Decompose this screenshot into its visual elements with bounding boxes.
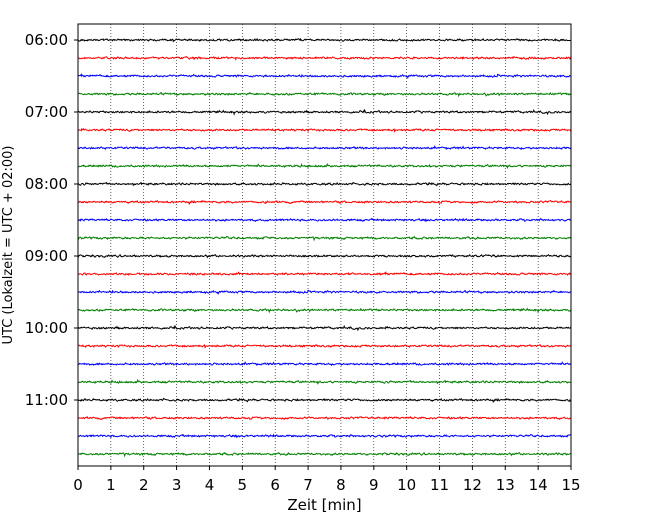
y-tick-label: 10:00 [25,319,68,337]
x-tick-label: 1 [106,476,116,494]
x-tick-label: 5 [238,476,248,494]
x-tick-label: 4 [205,476,215,494]
trace-line [77,397,572,403]
y-tick-label: 09:00 [25,247,68,265]
x-tick-label: 14 [529,476,548,494]
x-axis-ticks: 0 1 2 3 4 5 6 7 8 9 10 11 12 13 14 15 [73,466,581,494]
x-tick-label: 8 [336,476,346,494]
trace-line [77,324,572,332]
trace-line [77,145,572,151]
x-tick-label: 15 [561,476,580,494]
trace-line [77,253,572,259]
trace-line [77,108,572,116]
trace-line [77,270,572,276]
trace-line [77,343,572,349]
x-tick-label: 7 [303,476,313,494]
trace-line [77,162,572,169]
trace-line [77,37,572,43]
x-axis-label: Zeit [min] [287,496,361,514]
trace-line [77,127,572,133]
trace-line [77,199,571,206]
trace-line [77,433,572,439]
trace-line [77,91,572,98]
trace-line [77,415,572,421]
y-tick-label: 06:00 [25,31,68,49]
x-tick-label: 9 [369,476,379,494]
plot-frame [77,23,572,467]
y-tick-label: 11:00 [25,391,68,409]
trace-lines [77,37,572,458]
x-tick-label: 10 [397,476,416,494]
x-tick-label: 6 [270,476,280,494]
y-tick-label: 08:00 [25,175,68,193]
x-tick-label: 2 [139,476,149,494]
x-tick-label: 3 [172,476,182,494]
trace-line [77,378,572,385]
trace-line [77,235,572,242]
trace-line [77,307,572,314]
trace-line [77,55,572,61]
trace-line [77,181,572,187]
x-tick-label: 0 [73,476,83,494]
trace-line [77,217,572,223]
y-axis-label: UTC (Lokalzeit = UTC + 02:00) [1,146,16,345]
trace-line [77,361,572,367]
x-tick-label: 11 [430,476,449,494]
x-tick-label: 13 [496,476,515,494]
y-axis-ticks: 06:00 07:00 08:00 09:00 10:00 11:00 [25,31,78,409]
trace-line [77,289,572,295]
trace-line [77,73,572,79]
y-tick-label: 07:00 [25,103,68,121]
trace-line [77,451,572,458]
x-tick-label: 12 [463,476,482,494]
